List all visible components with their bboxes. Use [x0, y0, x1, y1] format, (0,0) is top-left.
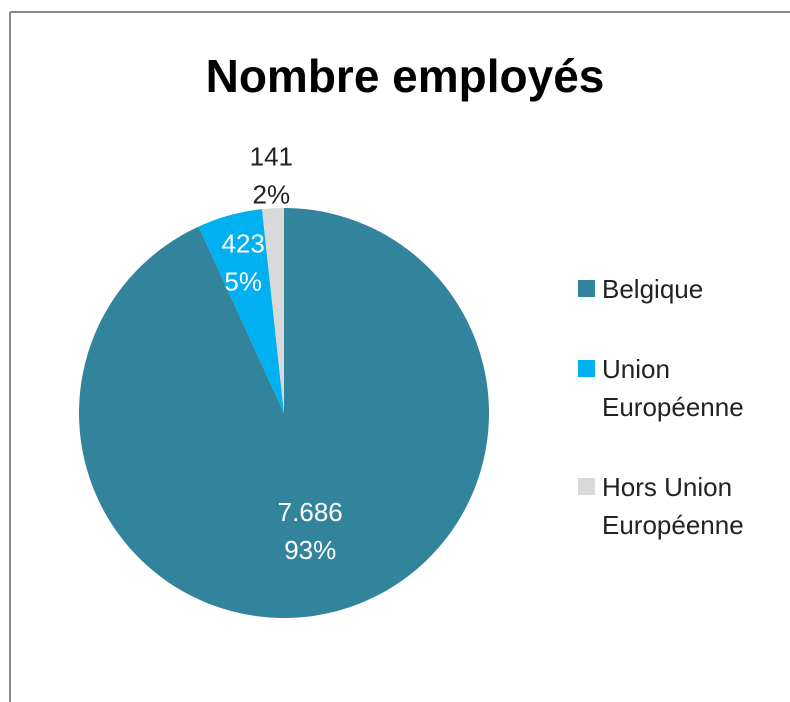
pie-slice [79, 208, 490, 618]
percent-label: 5% [224, 267, 262, 297]
legend: Belgique Union Européenne Hors Union Europ… [578, 270, 778, 586]
chart-title: Nombre employés [206, 50, 605, 102]
pie-slice [262, 208, 284, 413]
percent-label: 2% [253, 179, 291, 209]
legend-item: Belgique [578, 270, 778, 308]
legend-label: Belgique [602, 274, 704, 304]
legend-swatch [578, 280, 595, 297]
data-label: 7.686 [278, 497, 343, 527]
legend-item: Hors Union Européenne [578, 468, 778, 544]
data-label: 141 [250, 141, 293, 171]
legend-swatch [578, 478, 595, 495]
legend-label: Hors Union Européenne [602, 472, 744, 540]
legend-swatch [578, 360, 595, 377]
legend-label: Union Européenne [602, 354, 744, 422]
percent-label: 93% [284, 535, 336, 565]
data-label: 423 [222, 229, 265, 259]
legend-item: Union Européenne [578, 350, 778, 426]
pie-slice [198, 209, 284, 413]
